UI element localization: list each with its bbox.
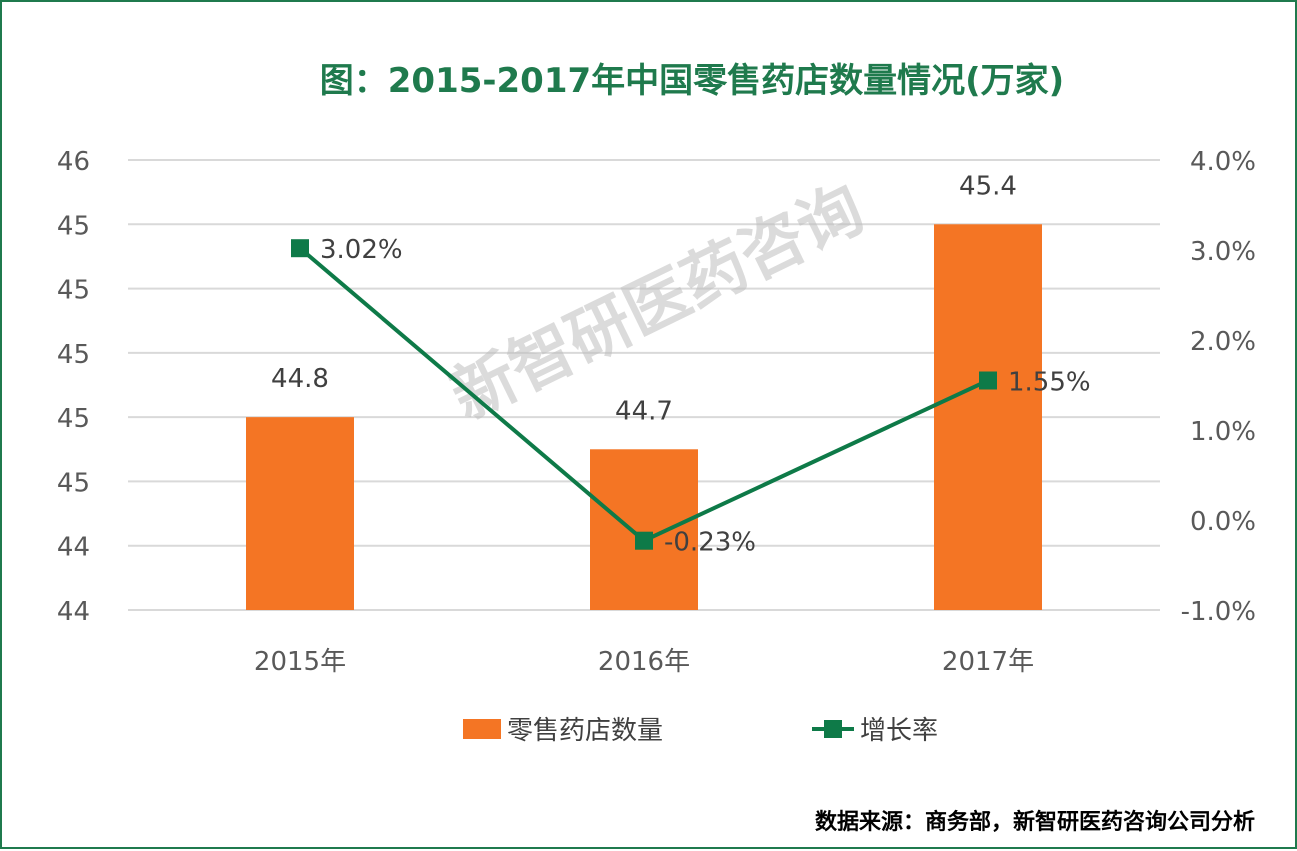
left-tick-label: 44 xyxy=(57,533,90,563)
left-tick-label: 44 xyxy=(57,597,90,627)
line-marker xyxy=(291,239,309,258)
left-tick-label: 45 xyxy=(57,276,90,306)
legend: 零售药店数量 增长率 xyxy=(463,716,938,746)
category-label: 2016年 xyxy=(598,647,690,677)
left-tick-label: 45 xyxy=(57,211,90,241)
left-tick-label: 45 xyxy=(57,404,90,434)
left-axis: 44 44 45 45 45 45 45 46 xyxy=(57,147,90,627)
right-tick-label: 2.0% xyxy=(1190,327,1256,357)
right-axis: -1.0% 0.0% 1.0% 2.0% 3.0% 4.0% xyxy=(1181,147,1256,627)
bar xyxy=(934,224,1042,611)
line-data-label: -0.23% xyxy=(664,528,756,558)
chart-title: 图：2015-2017年中国零售药店数量情况(万家) xyxy=(320,61,1064,101)
bar-data-label: 45.4 xyxy=(959,171,1017,201)
line-marker xyxy=(635,531,653,550)
watermark: 新智研医药咨询 xyxy=(440,172,875,435)
right-tick-label: 4.0% xyxy=(1190,147,1256,177)
right-tick-label: 1.0% xyxy=(1190,417,1256,447)
legend-line-marker xyxy=(824,720,842,738)
left-tick-label: 46 xyxy=(57,147,90,177)
right-tick-label: -1.0% xyxy=(1181,597,1256,627)
legend-bar-label: 零售药店数量 xyxy=(507,716,663,746)
legend-bar-swatch xyxy=(463,719,501,739)
right-tick-label: 3.0% xyxy=(1190,237,1256,267)
bar-data-label: 44.7 xyxy=(615,396,673,426)
left-tick-label: 45 xyxy=(57,340,90,370)
legend-line-label: 增长率 xyxy=(860,716,938,746)
line-series: 3.02% -0.23% 1.55% xyxy=(291,235,1091,558)
category-label: 2017年 xyxy=(942,647,1034,677)
line-data-label: 1.55% xyxy=(1008,368,1091,398)
right-tick-label: 0.0% xyxy=(1190,507,1256,537)
bar-series: 44.8 44.7 45.4 xyxy=(246,171,1042,611)
bar xyxy=(590,449,698,610)
watermark-layer: 新智研医药咨询 xyxy=(440,172,875,435)
category-axis: 2015年 2016年 2017年 xyxy=(254,647,1034,677)
bar xyxy=(246,417,354,610)
source-note: 数据来源：商务部，新智研医药咨询公司分析 xyxy=(815,809,1255,835)
bar-data-label: 44.8 xyxy=(271,364,329,394)
left-tick-label: 45 xyxy=(57,468,90,498)
line-data-label: 3.02% xyxy=(320,235,403,265)
line-marker xyxy=(979,371,997,390)
category-label: 2015年 xyxy=(254,647,346,677)
